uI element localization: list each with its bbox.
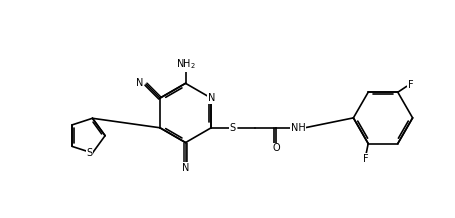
Text: NH: NH xyxy=(290,123,305,133)
Text: NH$_2$: NH$_2$ xyxy=(175,58,195,72)
Text: F: F xyxy=(407,80,413,90)
Text: F: F xyxy=(363,154,368,164)
Text: N: N xyxy=(182,163,189,173)
Text: N: N xyxy=(207,93,215,103)
Text: S: S xyxy=(229,123,235,133)
Text: S: S xyxy=(86,148,92,158)
Text: N: N xyxy=(136,78,143,88)
Text: O: O xyxy=(272,143,279,153)
